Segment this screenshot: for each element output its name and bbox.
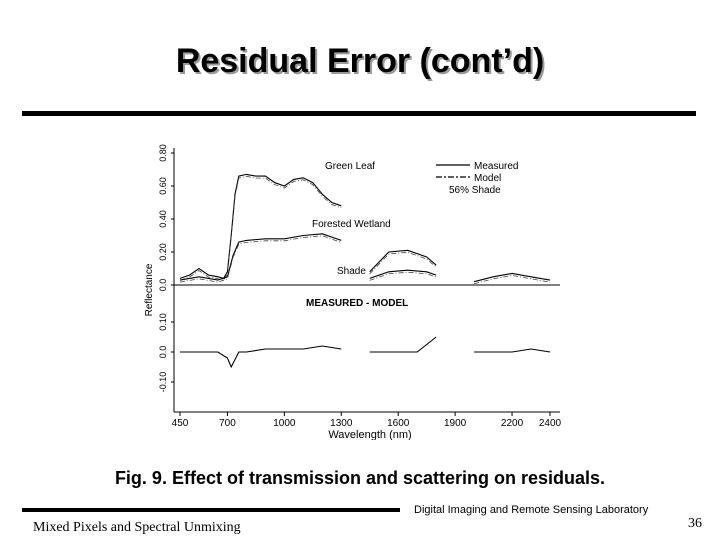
y-axis-label: Reflectance (144, 263, 155, 316)
footer-divider (22, 508, 400, 512)
series-line-measured-model (369, 336, 437, 353)
y-tick-label: 0.60 (158, 177, 168, 195)
series-line-forested-wetland (179, 233, 342, 281)
x-axis-label: Wavelength (nm) (328, 429, 411, 440)
title-divider (22, 111, 696, 116)
x-tick-label: 700 (219, 418, 236, 429)
model-line-forested-wetland (179, 235, 342, 283)
footer-lab-name: Digital Imaging and Remote Sensing Labor… (414, 504, 649, 516)
model-line-green-leaf (179, 175, 342, 281)
series-line-measured-model (180, 345, 342, 369)
model-line-shade (474, 274, 551, 285)
y-tick-label: 0.40 (158, 210, 168, 228)
y-tick-label: 0.80 (158, 144, 168, 162)
y-tick-label: 0.0 (158, 279, 168, 292)
y-tick-label: -0.10 (158, 372, 168, 393)
x-tick-label: 2200 (501, 418, 524, 429)
series-line-shade (473, 272, 551, 283)
series-line-forested-wetland (369, 249, 437, 273)
page-number: 36 (688, 516, 702, 531)
y-tick-label: 0.20 (158, 243, 168, 261)
legend-model-label: Model (474, 173, 501, 184)
series-line-measured-model (474, 348, 551, 353)
shade-label: Shade (337, 266, 366, 277)
x-tick-label: 1900 (444, 418, 467, 429)
series-line-green-leaf (179, 173, 342, 280)
series-line-shade (369, 269, 437, 279)
reflectance-chart: 0.0 0.20 0.40 0.60 0.80 -0.10 0.0 0.10 450 700 1… (144, 144, 562, 441)
legend: Measured Model 56% Shade (436, 161, 518, 196)
x-tick-label: 1000 (273, 418, 296, 429)
x-tick-label: 450 (172, 418, 189, 429)
footer-course-title: Mixed Pixels and Spectral Unmixing (33, 520, 241, 535)
y-tick-label: 0.0 (158, 346, 168, 359)
x-tick-label: 2400 (539, 418, 562, 429)
lower-panel-label: MEASURED - MODEL (306, 298, 408, 309)
green-leaf-label: Green Leaf (325, 161, 375, 172)
x-tick-label: 1300 (330, 418, 353, 429)
model-line-shade (369, 271, 437, 281)
figure-caption: Fig. 9. Effect of transmission and scatt… (114, 468, 606, 488)
forested-wetland-label: Forested Wetland (312, 219, 391, 230)
legend-measured-label: Measured (474, 161, 518, 172)
x-tick-label: 1600 (387, 418, 410, 429)
model-line-forested-wetland (369, 251, 437, 275)
spectral-figure: 0.0 0.20 0.40 0.60 0.80 -0.10 0.0 0.10 450 700 1… (140, 140, 580, 441)
y-tick-label: 0.10 (158, 313, 168, 331)
legend-shade-label: 56% Shade (449, 185, 501, 196)
slide-title: Residual Error (cont’d) (175, 42, 545, 80)
